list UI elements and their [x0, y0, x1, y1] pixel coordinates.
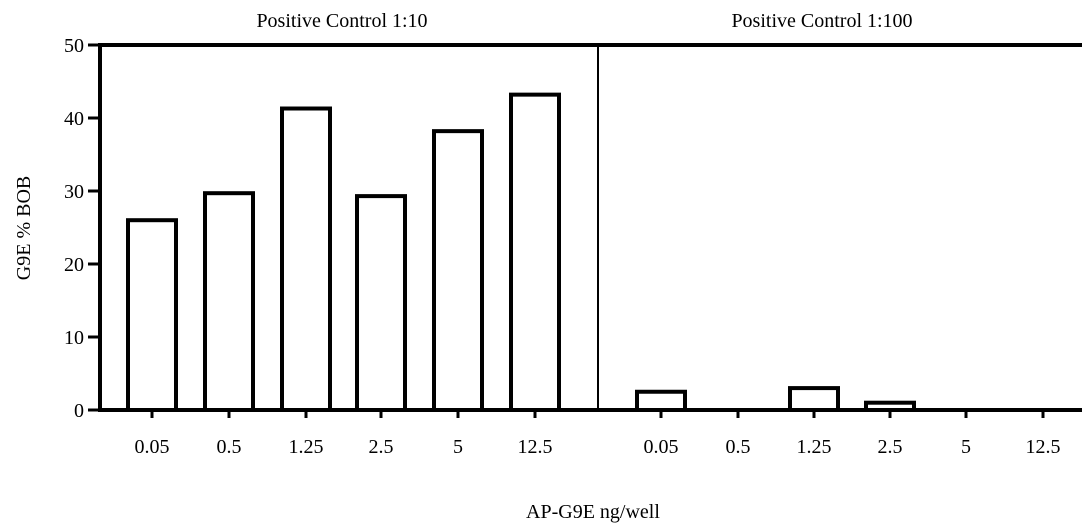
y-tick-label: 50 [64, 35, 84, 57]
y-tick-label: 10 [64, 327, 84, 349]
y-ticks: 0 10 20 30 40 50 [64, 35, 100, 422]
bar [126, 218, 178, 412]
bar [203, 191, 255, 412]
bar [432, 129, 484, 412]
x-tick-label: 5 [961, 436, 971, 458]
bar [509, 92, 561, 412]
panel-titles: Positive Control 1:10 Positive Control 1:… [256, 10, 912, 32]
bars [126, 92, 916, 413]
panel-title: Positive Control 1:100 [731, 10, 912, 32]
x-tick-label: 12.5 [1026, 436, 1061, 458]
x-tick-label: 1.25 [797, 436, 832, 458]
bar [355, 194, 407, 412]
y-tick-label: 40 [64, 108, 84, 130]
x-tick-label: 0.5 [217, 436, 242, 458]
x-tick-label: 2.5 [369, 436, 394, 458]
bar [788, 386, 840, 413]
y-tick-label: 30 [64, 181, 84, 203]
x-ticks: 0.05 0.5 1.25 2.5 5 12.5 0.05 0.5 1.25 2.5 5 12.5 [135, 410, 1061, 458]
x-tick-label: 5 [453, 436, 463, 458]
panel-title: Positive Control 1:10 [256, 10, 427, 32]
x-tick-label: 0.05 [135, 436, 170, 458]
y-tick-label: 0 [74, 400, 84, 422]
y-axis-title: G9E % BOB [13, 176, 35, 280]
x-tick-label: 0.5 [726, 436, 751, 458]
axes [98, 43, 1082, 412]
x-tick-label: 12.5 [518, 436, 553, 458]
bar [280, 106, 332, 412]
y-tick-label: 20 [64, 254, 84, 276]
x-tick-label: 0.05 [644, 436, 679, 458]
x-tick-label: 2.5 [878, 436, 903, 458]
x-axis-title: AP-G9E ng/well [526, 501, 660, 523]
bar [635, 389, 687, 412]
x-tick-label: 1.25 [289, 436, 324, 458]
